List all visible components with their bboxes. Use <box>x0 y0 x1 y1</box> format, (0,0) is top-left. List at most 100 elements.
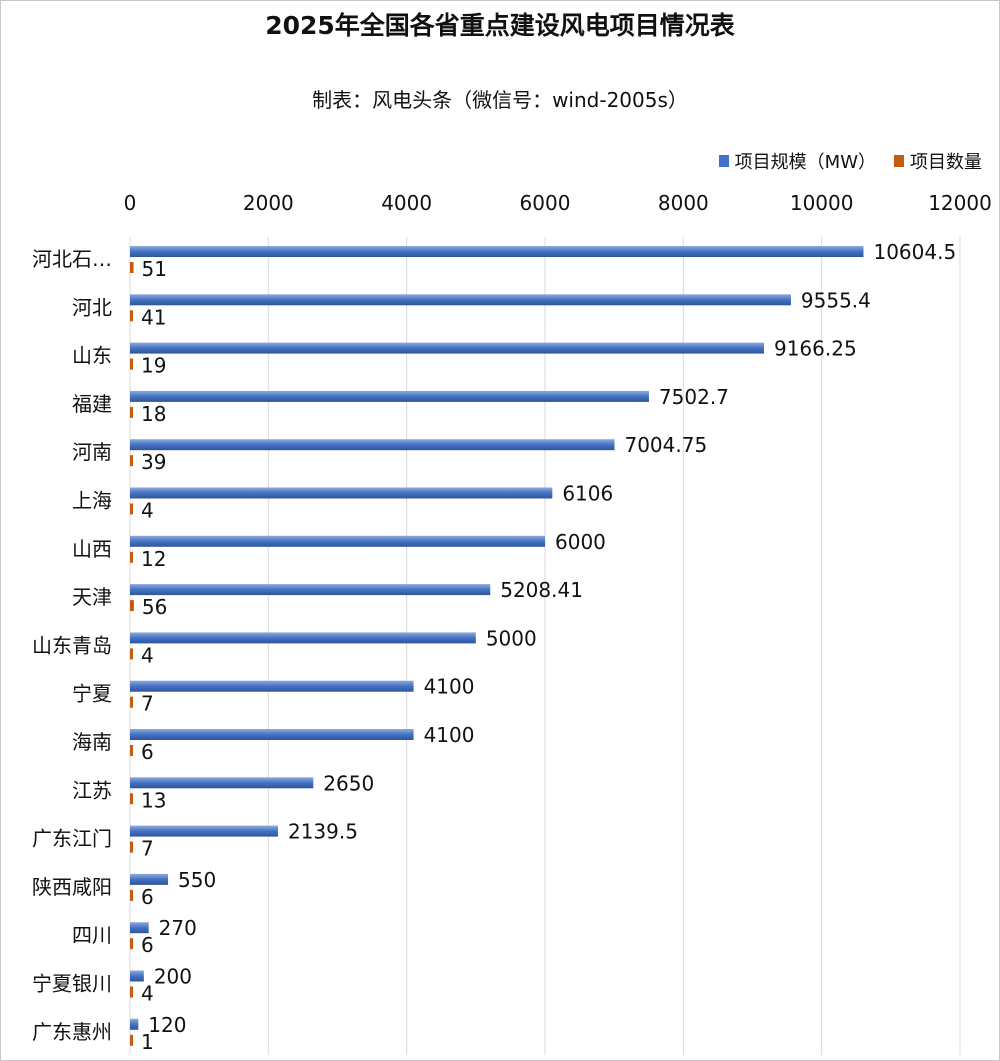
chart-subtitle: 制表：风电头条（微信号：wind-2005s） <box>312 88 688 112</box>
bar-count <box>130 793 133 805</box>
x-tick-label: 2000 <box>243 191 294 215</box>
bar-count <box>130 406 133 418</box>
category-label: 四川 <box>72 923 112 947</box>
bar-count <box>130 889 133 901</box>
bar-capacity <box>130 294 791 306</box>
category-label: 山东 <box>72 344 112 368</box>
bar-capacity <box>130 729 414 740</box>
category-label: 河南 <box>72 440 112 464</box>
data-label-capacity: 5208.41 <box>500 578 583 602</box>
data-label-count: 6 <box>141 740 154 764</box>
data-label-count: 13 <box>141 788 166 812</box>
x-tick-label: 12000 <box>928 191 992 215</box>
x-tick-label: 0 <box>124 191 137 215</box>
category-label: 河北石… <box>32 247 112 271</box>
bar-count <box>130 745 133 756</box>
data-label-capacity: 4100 <box>424 723 475 747</box>
bar-count <box>130 503 133 515</box>
data-label-capacity: 6106 <box>562 482 613 506</box>
category-label: 山西 <box>72 537 112 561</box>
legend-item-capacity: 项目规模（MW） <box>718 148 876 174</box>
bar-count <box>130 455 133 467</box>
bar-capacity <box>130 970 144 982</box>
data-label-count: 1 <box>141 1030 154 1054</box>
data-label-count: 18 <box>141 402 166 426</box>
data-label-capacity: 2650 <box>323 771 374 795</box>
data-label-capacity: 7004.75 <box>624 433 707 457</box>
bar-capacity <box>130 584 491 596</box>
data-label-count: 7 <box>141 692 154 716</box>
data-label-capacity: 5000 <box>486 626 537 650</box>
category-label: 江苏 <box>72 778 112 802</box>
category-label: 广东江门 <box>32 827 112 851</box>
data-label-capacity: 2139.5 <box>288 820 358 844</box>
data-label-count: 39 <box>141 450 166 474</box>
bar-count <box>130 310 133 322</box>
bar-capacity <box>130 487 553 499</box>
bar-capacity <box>130 246 864 257</box>
data-label-count: 4 <box>141 499 154 523</box>
data-label-count: 19 <box>141 354 166 378</box>
data-label-count: 6 <box>141 885 154 909</box>
bar-count <box>130 600 134 612</box>
data-label-count: 51 <box>142 257 167 281</box>
category-label: 广东惠州 <box>32 1020 112 1044</box>
legend-swatch-count <box>894 155 904 167</box>
data-label-capacity: 6000 <box>555 530 606 554</box>
data-label-count: 56 <box>142 595 167 619</box>
data-label-count: 12 <box>141 547 166 571</box>
category-label: 宁夏银川 <box>32 972 112 996</box>
data-label-capacity: 270 <box>159 916 197 940</box>
category-label: 天津 <box>72 585 112 609</box>
data-label-capacity: 550 <box>178 868 216 892</box>
category-label: 山东青岛 <box>32 633 112 657</box>
bar-capacity <box>130 680 414 692</box>
x-tick-label: 8000 <box>658 191 709 215</box>
bar-capacity <box>130 390 649 402</box>
data-label-capacity: 9555.4 <box>801 288 871 312</box>
category-label: 宁夏 <box>72 682 112 706</box>
x-tick-label: 6000 <box>520 191 571 215</box>
category-label: 海南 <box>72 730 112 754</box>
category-label: 福建 <box>72 392 112 416</box>
data-label-capacity: 9166.25 <box>774 337 857 361</box>
data-label-capacity: 120 <box>148 1013 186 1037</box>
bar-count <box>130 358 133 370</box>
bar-capacity <box>130 342 764 354</box>
x-tick-label: 4000 <box>381 191 432 215</box>
bar-capacity <box>130 777 314 789</box>
bar-count <box>130 986 133 998</box>
bar-count <box>130 1034 133 1046</box>
bar-capacity <box>130 632 476 644</box>
data-label-count: 41 <box>141 305 166 329</box>
bar-count <box>130 648 133 660</box>
chart-title: 2025年全国各省重点建设风电项目情况表 <box>265 11 735 40</box>
legend-label-capacity: 项目规模（MW） <box>734 152 876 173</box>
bar-capacity <box>130 535 545 547</box>
data-label-capacity: 10604.5 <box>873 240 956 264</box>
data-label-capacity: 200 <box>154 965 192 989</box>
data-label-count: 4 <box>141 982 154 1006</box>
bar-capacity <box>130 439 615 451</box>
legend-item-count: 项目数量 <box>894 148 982 174</box>
bar-capacity <box>130 873 169 885</box>
bar-count <box>130 841 133 853</box>
data-label-count: 6 <box>141 933 154 957</box>
category-label: 陕西咸阳 <box>32 875 112 899</box>
data-label-capacity: 7502.7 <box>659 385 729 409</box>
x-tick-label: 10000 <box>790 191 854 215</box>
category-label: 上海 <box>72 489 112 513</box>
bar-capacity <box>130 825 278 837</box>
legend-label-count: 项目数量 <box>910 152 982 173</box>
data-label-count: 4 <box>141 643 154 667</box>
data-label-capacity: 4100 <box>424 675 475 699</box>
bar-capacity <box>130 1018 139 1030</box>
bar-count <box>130 262 134 273</box>
data-label-count: 7 <box>141 837 154 861</box>
bar-capacity <box>130 922 149 934</box>
legend-swatch-capacity <box>718 155 729 167</box>
bar-count <box>130 551 133 563</box>
legend: 项目规模（MW） 项目数量 <box>718 148 982 174</box>
bar-count <box>130 696 133 708</box>
